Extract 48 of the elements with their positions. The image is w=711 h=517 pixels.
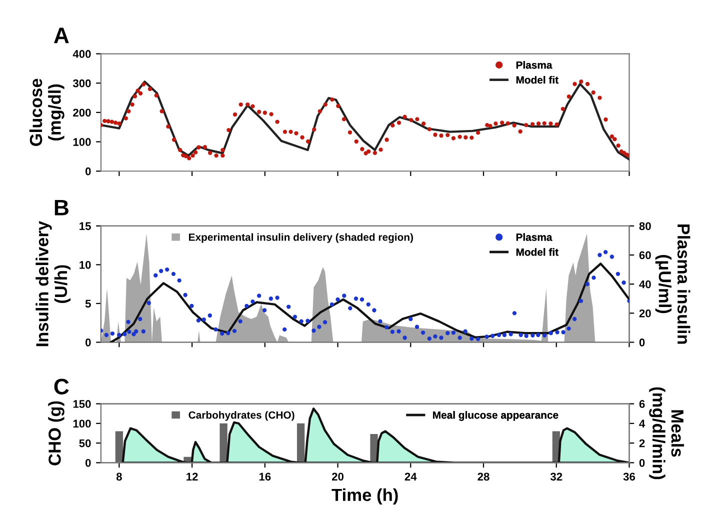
- legend-label: Carbohydrates (CHO): [188, 411, 294, 421]
- chart-title: B: [54, 200, 68, 216]
- legend-label: Meal glucose appearance: [433, 411, 558, 421]
- y2-axis-title: Meals (mg/dl/min): [649, 387, 684, 480]
- y-tick-label: 5: [85, 300, 91, 308]
- bar: [115, 431, 124, 463]
- y-tick-label: 150: [73, 400, 91, 408]
- legend-label: Plasma: [516, 233, 552, 241]
- y2-tick-label: 0: [639, 338, 645, 346]
- y-tick-label: 100: [73, 420, 91, 428]
- legend-label: Experimental insulin delivery (shaded region): [189, 233, 413, 243]
- line-series: [110, 262, 630, 342]
- y-axis-title: Insulin delivery (U/h): [36, 220, 71, 346]
- y-tick-label: 0: [86, 167, 91, 176]
- x-tick-label: 36: [623, 472, 636, 481]
- x-tick-label: 8: [116, 472, 122, 481]
- y2-tick-label: 60: [639, 251, 651, 260]
- legend-label: Model fit: [516, 76, 558, 84]
- legend-label: Plasma: [516, 61, 552, 69]
- y2-tick-label: 40: [639, 280, 651, 288]
- x-tick-label: 28: [478, 472, 490, 481]
- y2-tick-label: 0: [639, 458, 645, 467]
- x-tick-label: 32: [550, 472, 562, 481]
- y-tick-label: 200: [73, 108, 91, 117]
- chart-title: A: [54, 28, 69, 44]
- y-tick-label: 400: [72, 50, 91, 58]
- y-axis-title: Glucose (mg/dl): [29, 78, 64, 146]
- y2-tick-label: 4: [639, 420, 646, 428]
- x-tick-label: 20: [332, 472, 344, 481]
- legend-label: Model fit: [516, 248, 558, 256]
- y2-tick-label: 6: [639, 400, 645, 408]
- y-tick-label: 0: [86, 458, 91, 467]
- chart-title: C: [54, 378, 69, 394]
- x-tick-label: 24: [404, 472, 417, 480]
- y-tick-label: 50: [79, 439, 91, 448]
- x-tick-label: 12: [186, 472, 198, 480]
- y-tick-label: 0: [86, 338, 91, 346]
- y2-tick-label: 80: [639, 222, 651, 230]
- y-axis-title: CHO (g): [48, 401, 64, 466]
- y2-tick-label: 2: [639, 439, 645, 448]
- y-tick-label: 10: [80, 260, 91, 269]
- y-tick-label: 300: [72, 79, 91, 88]
- y-tick-label: 100: [73, 138, 91, 146]
- y2-tick-label: 20: [639, 309, 651, 318]
- x-tick-label: 16: [259, 472, 271, 481]
- y2-axis-title: Plasma insulin (μU/ml): [655, 224, 690, 344]
- y-tick-label: 15: [80, 222, 91, 230]
- x-axis-title: Time (h): [332, 488, 398, 505]
